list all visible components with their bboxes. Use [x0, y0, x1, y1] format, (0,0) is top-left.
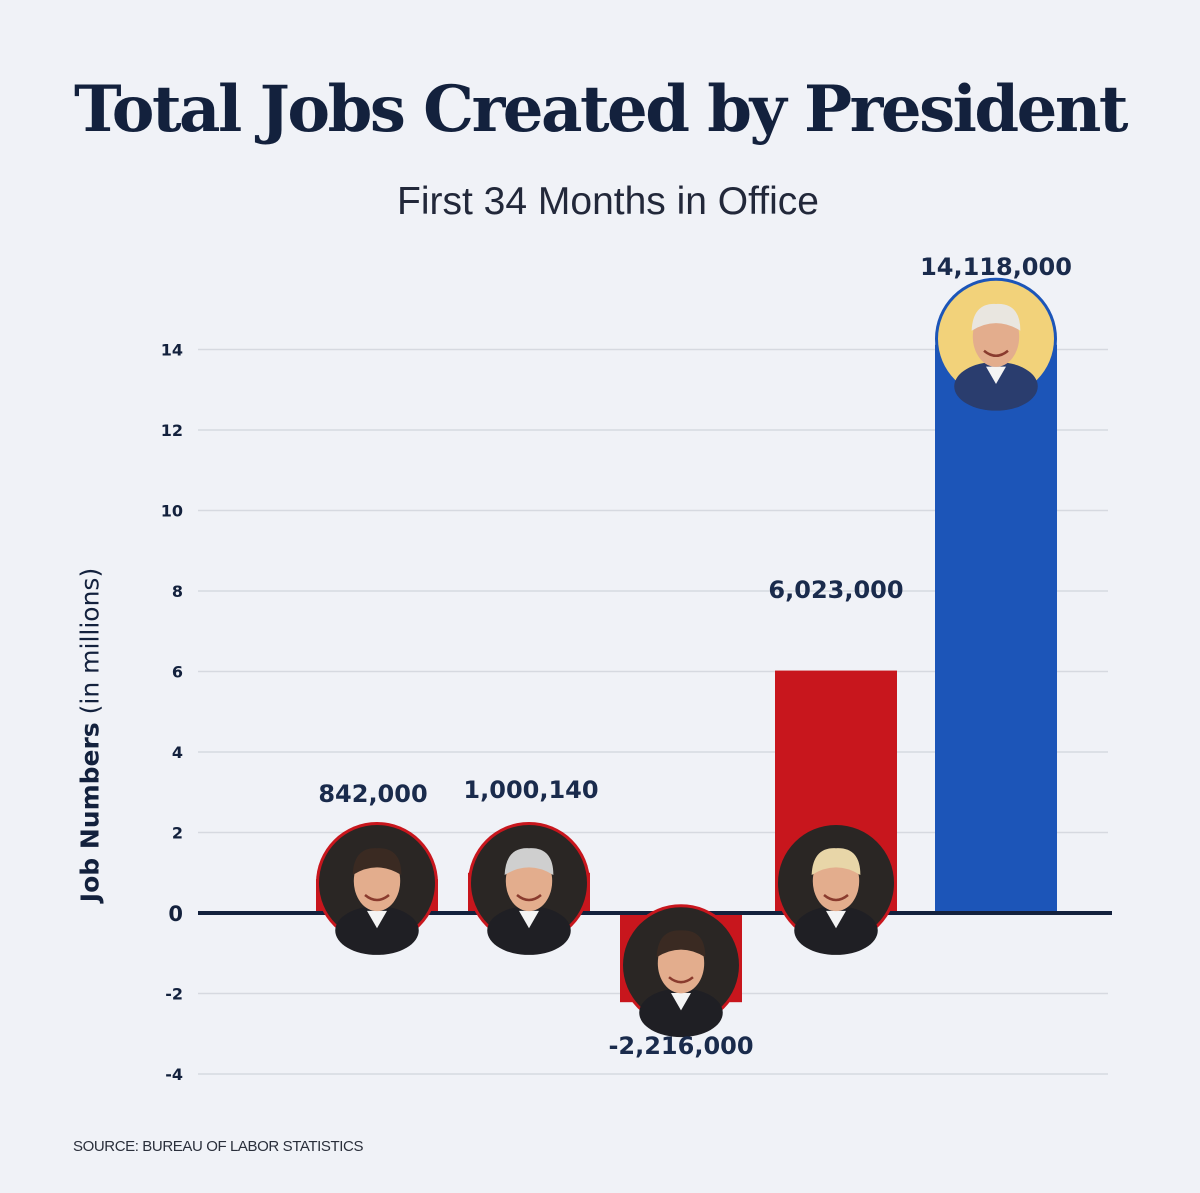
portrait-collar	[671, 993, 691, 1011]
y-tick-labels: -4 -2 0 2 4 6 8 10 12 14	[161, 341, 183, 1085]
portrait-smile	[516, 894, 542, 902]
portrait-collar	[826, 910, 846, 929]
portrait-icon	[316, 822, 438, 955]
portrait-icon	[468, 822, 590, 955]
y-tick-label: 6	[172, 663, 183, 682]
portrait-shoulders	[954, 361, 1038, 411]
portrait-shoulders	[487, 906, 571, 955]
y-tick-label: -2	[165, 985, 183, 1004]
portrait-shoulders	[639, 988, 723, 1038]
portrait-icon	[935, 277, 1057, 411]
chart-title: Total Jobs Created by President	[74, 72, 1128, 147]
data-label: 6,023,000	[768, 576, 903, 604]
portrait-smile	[364, 894, 390, 902]
portrait-collar	[986, 366, 1006, 384]
portrait-hair	[811, 848, 861, 875]
y-tick-label: 10	[161, 502, 183, 521]
portrait-icon	[775, 822, 897, 955]
bar	[935, 344, 1057, 913]
portrait-smile	[983, 349, 1009, 357]
y-tick-label: 2	[172, 824, 183, 843]
portrait-collar	[519, 910, 539, 929]
portrait-hair	[971, 303, 1021, 331]
y-tick-label: -4	[165, 1065, 183, 1084]
y-tick-label: 12	[161, 421, 183, 440]
portrait-hair	[352, 848, 402, 875]
chart-subtitle: First 34 Months in Office	[397, 180, 819, 223]
data-labels: 842,000 1,000,140 -2,216,000 6,023,000 14,11…	[318, 253, 1072, 1060]
portrait-collar	[367, 910, 387, 929]
portrait-smile	[823, 894, 849, 902]
data-label: 842,000	[318, 780, 427, 808]
portrait-smile	[668, 976, 694, 984]
portrait-icons	[316, 277, 1057, 1038]
portrait-shoulders	[794, 906, 878, 955]
y-tick-label: 8	[172, 582, 183, 601]
data-label: 14,118,000	[920, 253, 1072, 281]
y-tick-label: 4	[172, 743, 183, 762]
portrait-icon	[620, 904, 742, 1038]
data-label: -2,216,000	[608, 1032, 753, 1060]
portrait-hair	[656, 930, 706, 958]
y-tick-label: 0	[168, 902, 183, 926]
portrait-hair	[504, 848, 554, 875]
source-note: SOURCE: BUREAU OF LABOR STATISTICS	[73, 1138, 364, 1155]
y-tick-label: 14	[161, 341, 183, 360]
data-label: 1,000,140	[463, 776, 598, 804]
portrait-shoulders	[335, 906, 419, 955]
